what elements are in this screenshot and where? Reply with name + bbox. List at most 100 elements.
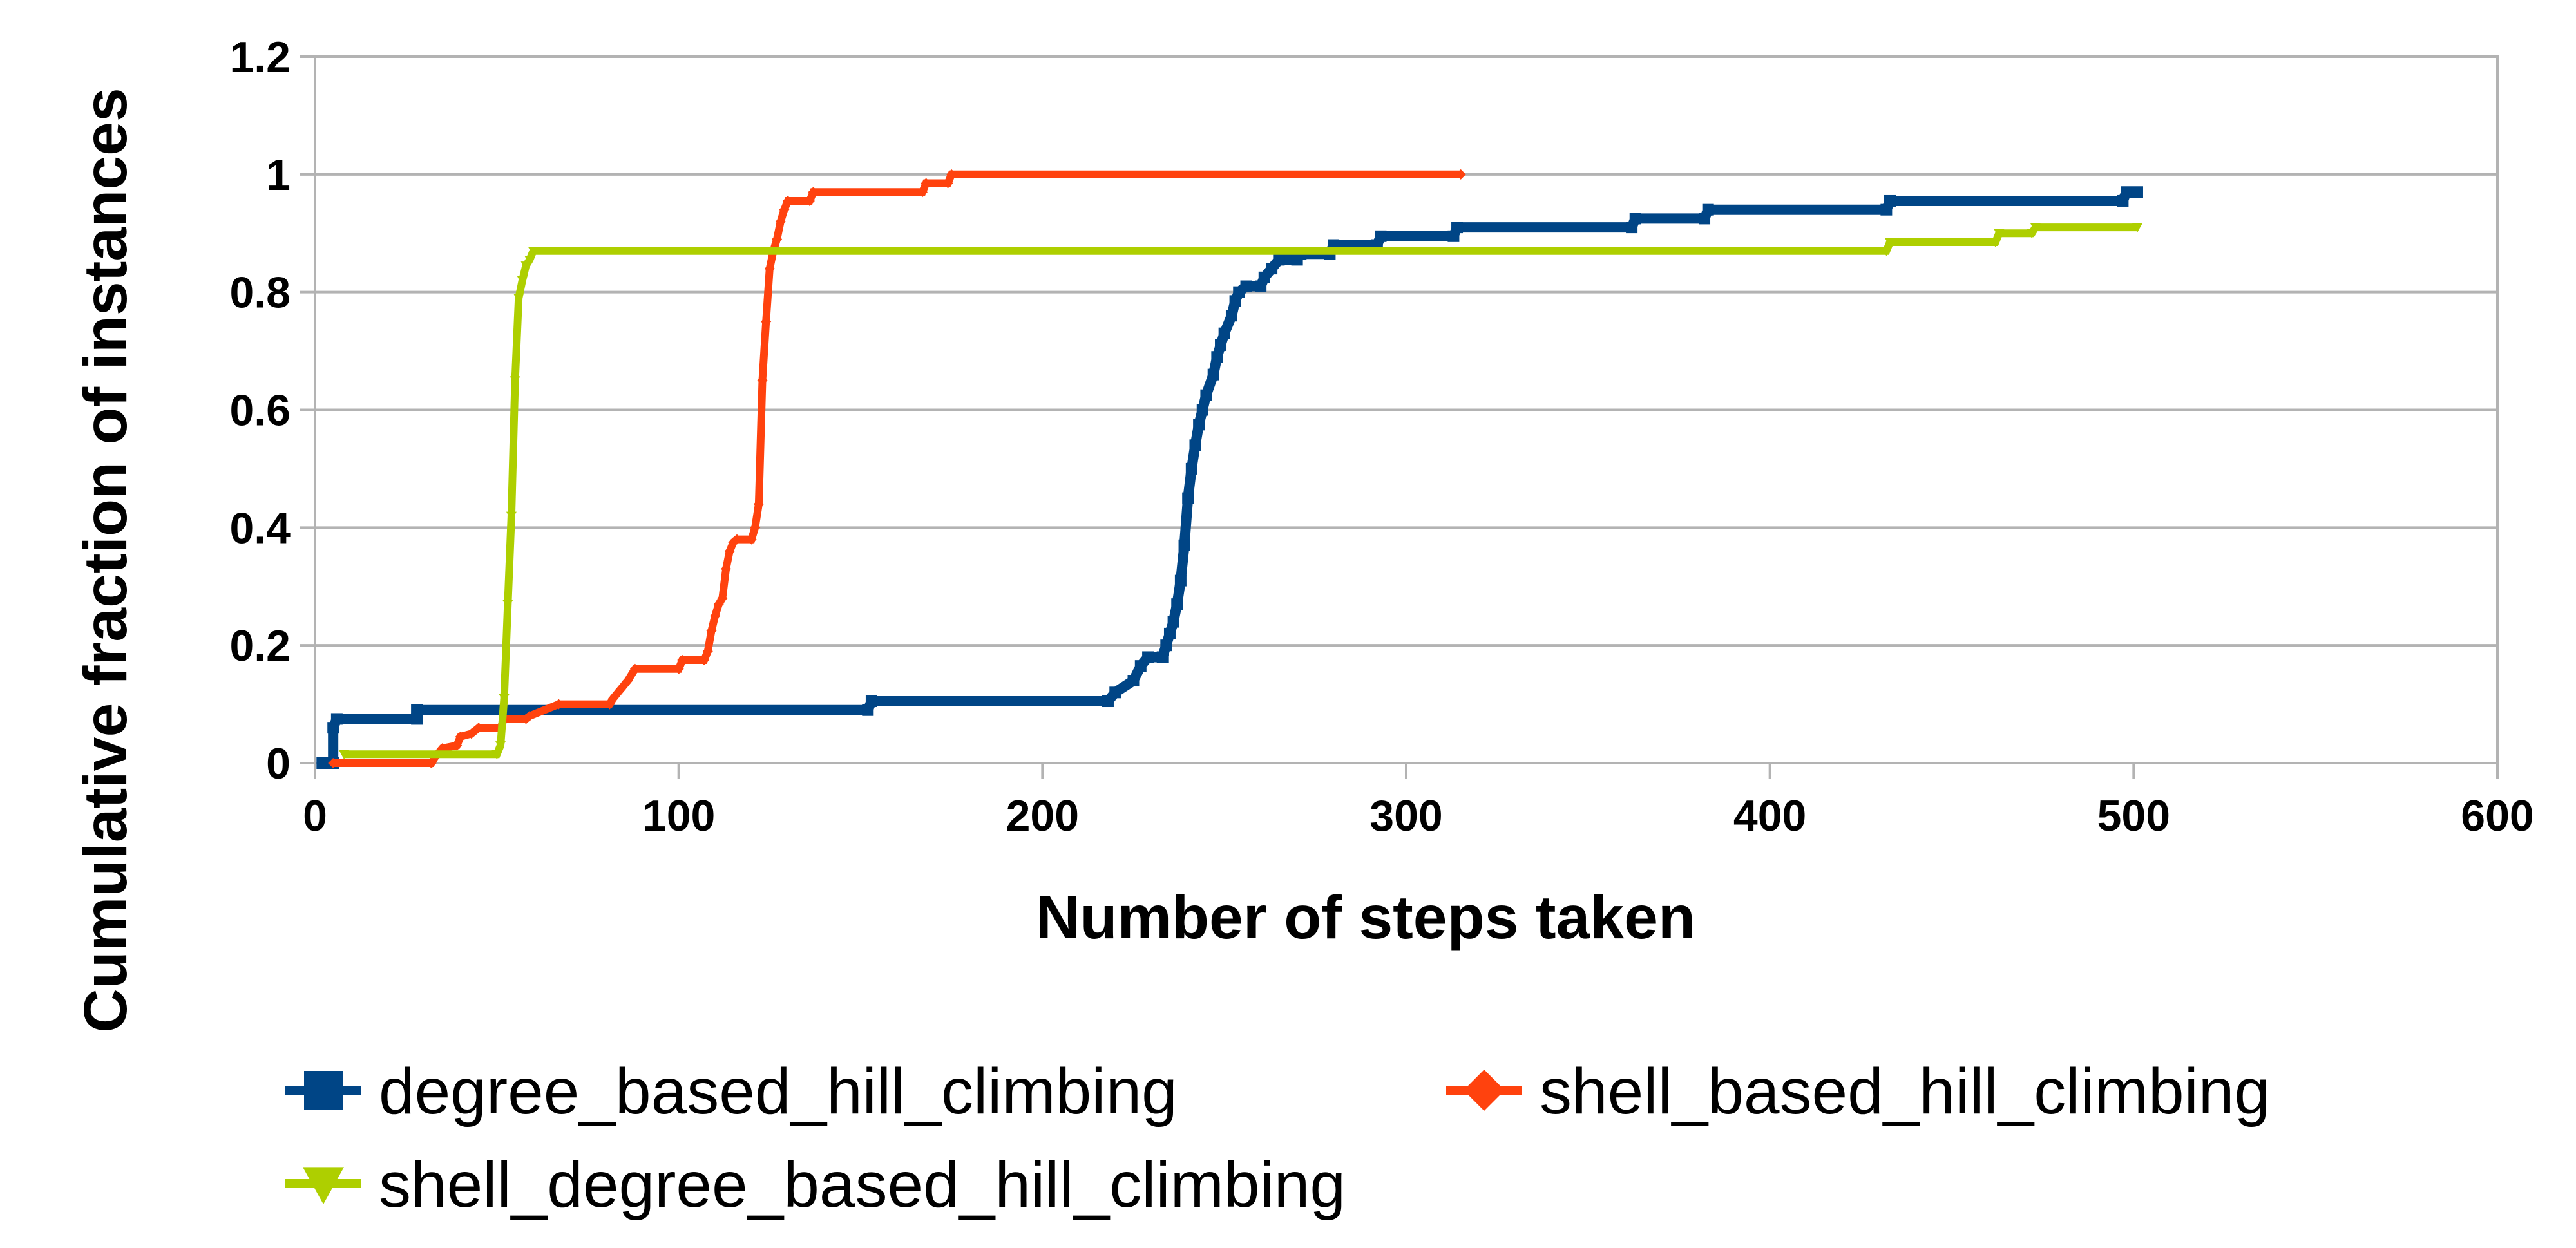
series-line [322, 187, 2137, 768]
data-point [1994, 229, 2005, 239]
data-point [1880, 203, 1893, 216]
data-point [411, 713, 423, 725]
x-tick-label: 100 [642, 791, 715, 840]
data-point [499, 694, 510, 704]
y-axis-title: Cumulative fraction of instances [72, 88, 140, 1033]
y-tick-label: 1 [266, 151, 291, 200]
data-point [316, 757, 329, 769]
data-point [699, 655, 710, 666]
data-point [1255, 280, 1267, 292]
data-point [1225, 310, 1237, 322]
data-point [1702, 203, 1714, 216]
data-point [917, 187, 928, 198]
data-point [1266, 263, 1278, 275]
data-point [330, 713, 343, 725]
data-point [706, 625, 717, 636]
data-point [1884, 194, 1896, 207]
data-point [339, 750, 350, 760]
data-point [2117, 194, 2129, 207]
data-point [1447, 230, 1460, 242]
series-shell_degree_based_hill_climbing [339, 223, 2142, 760]
data-point [2030, 223, 2041, 233]
data-point [1196, 404, 1208, 416]
data-point [327, 722, 339, 734]
data-point [673, 663, 684, 674]
data-point [1218, 327, 1230, 339]
data-point [761, 316, 772, 327]
data-point [506, 511, 517, 522]
data-point [1881, 247, 1892, 256]
data-point [775, 216, 786, 227]
x-tick-label: 200 [1006, 791, 1079, 840]
data-point [702, 646, 713, 657]
data-point [524, 255, 535, 265]
data-point [510, 376, 520, 386]
data-point [677, 655, 688, 666]
x-tick-label: 400 [1733, 791, 1806, 840]
data-point [721, 563, 732, 574]
legend-label: degree_based_hill_climbing [379, 1055, 1178, 1128]
data-point [622, 676, 633, 686]
legend-marker [304, 1071, 343, 1110]
data-point [1171, 598, 1183, 610]
data-point [804, 195, 815, 206]
series-shell_based_hill_climbing [328, 169, 1466, 768]
data-point [517, 276, 528, 286]
data-point [783, 195, 794, 206]
data-point [1207, 368, 1219, 381]
x-tick-label: 600 [2461, 791, 2533, 840]
y-tick-label: 0.8 [229, 269, 291, 317]
data-point [1451, 222, 1464, 234]
legend-label: shell_based_hill_climbing [1540, 1055, 2270, 1128]
data-point [1109, 686, 1121, 699]
data-point [1375, 230, 1387, 242]
tick-labels: 0 0.2 0.4 0.6 0.8 1 1.2 0 100 200 300 400 500 600 [229, 33, 2533, 840]
plot-area-border [314, 55, 2499, 764]
legend-item: shell_degree_based_hill_climbing [285, 1149, 1346, 1221]
data-point [1182, 492, 1194, 504]
data-point [1167, 616, 1179, 628]
data-point [1189, 439, 1201, 451]
y-tick-label: 0.2 [229, 621, 291, 670]
series-lines [316, 169, 2143, 769]
data-point [411, 704, 423, 716]
data-point [455, 731, 466, 742]
y-tick-label: 0 [266, 739, 291, 788]
data-point [779, 204, 790, 215]
data-point [1160, 639, 1172, 652]
data-point [921, 178, 931, 189]
data-point [764, 263, 775, 274]
data-point [1990, 238, 2001, 247]
data-point [452, 740, 463, 751]
data-point [466, 728, 477, 739]
data-point [615, 684, 626, 695]
data-point [753, 498, 764, 509]
data-point [1127, 675, 1140, 687]
data-point [1699, 213, 1711, 225]
legend-item: degree_based_hill_climbing [285, 1055, 1178, 1128]
y-tick-label: 0.4 [229, 504, 291, 553]
data-point [1178, 539, 1190, 551]
data-point [946, 169, 957, 180]
data-point [1629, 213, 1641, 225]
data-point [757, 375, 768, 386]
legend-item: shell_based_hill_climbing [1446, 1055, 2270, 1128]
data-point [608, 693, 619, 704]
data-point [1211, 351, 1223, 363]
data-point [553, 699, 564, 710]
data-point [750, 522, 761, 533]
data-point [1102, 695, 1114, 708]
data-point [710, 610, 721, 621]
series-degree_based_hill_climbing [316, 186, 2143, 769]
data-point [1626, 222, 1638, 234]
data-point [524, 710, 535, 721]
data-point [862, 704, 874, 716]
data-point [1193, 419, 1205, 431]
data-point [1134, 660, 1147, 672]
data-point [2132, 223, 2142, 233]
legend-marker [303, 1167, 344, 1204]
data-point [520, 261, 531, 271]
data-point [1185, 462, 1197, 475]
